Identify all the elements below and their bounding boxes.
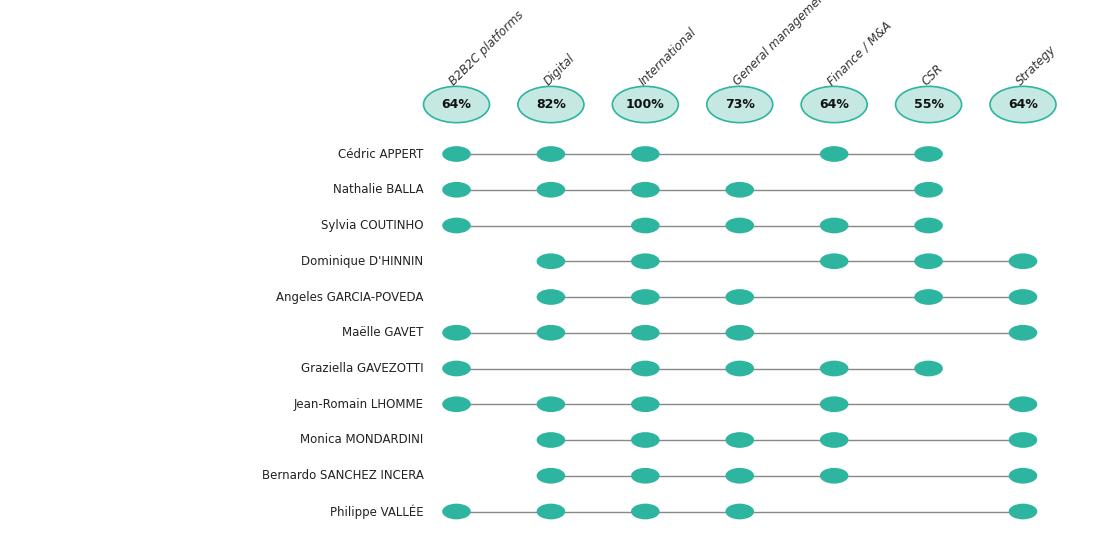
Text: General management: General management <box>730 0 832 88</box>
Ellipse shape <box>914 182 943 197</box>
Ellipse shape <box>820 397 848 412</box>
Ellipse shape <box>726 361 755 376</box>
Ellipse shape <box>631 146 660 162</box>
Ellipse shape <box>895 86 961 123</box>
Ellipse shape <box>631 254 660 269</box>
Ellipse shape <box>914 289 943 305</box>
Text: Jean-Romain LHOMME: Jean-Romain LHOMME <box>294 398 424 411</box>
Ellipse shape <box>442 504 471 519</box>
Text: Sylvia COUTINHO: Sylvia COUTINHO <box>321 219 424 232</box>
Text: Philippe VALLÉE: Philippe VALLÉE <box>330 504 424 519</box>
Ellipse shape <box>820 468 848 483</box>
Ellipse shape <box>726 182 755 197</box>
Text: Graziella GAVEZOTTI: Graziella GAVEZOTTI <box>301 362 424 375</box>
Text: International: International <box>636 25 698 88</box>
Text: Monica MONDARDINI: Monica MONDARDINI <box>300 433 424 447</box>
Text: Cédric APPERT: Cédric APPERT <box>338 147 424 161</box>
Ellipse shape <box>518 86 584 123</box>
Text: Angeles GARCIA-POVEDA: Angeles GARCIA-POVEDA <box>276 290 424 304</box>
Ellipse shape <box>537 325 565 340</box>
Ellipse shape <box>1009 432 1037 448</box>
Ellipse shape <box>631 361 660 376</box>
Ellipse shape <box>631 182 660 197</box>
Ellipse shape <box>1009 397 1037 412</box>
Ellipse shape <box>537 146 565 162</box>
Ellipse shape <box>537 254 565 269</box>
Ellipse shape <box>1009 325 1037 340</box>
Text: CSR: CSR <box>920 62 946 88</box>
Text: Bernardo SANCHEZ INCERA: Bernardo SANCHEZ INCERA <box>262 469 424 482</box>
Text: 73%: 73% <box>725 98 755 111</box>
Text: Dominique D'HINNIN: Dominique D'HINNIN <box>301 255 424 268</box>
Ellipse shape <box>914 146 943 162</box>
Ellipse shape <box>631 325 660 340</box>
Text: 64%: 64% <box>820 98 849 111</box>
Ellipse shape <box>914 254 943 269</box>
Ellipse shape <box>820 361 848 376</box>
Ellipse shape <box>442 218 471 233</box>
Ellipse shape <box>537 182 565 197</box>
Text: B2B2C platforms: B2B2C platforms <box>448 8 527 88</box>
Ellipse shape <box>537 289 565 305</box>
Ellipse shape <box>537 397 565 412</box>
Ellipse shape <box>631 289 660 305</box>
Ellipse shape <box>707 86 773 123</box>
Ellipse shape <box>631 218 660 233</box>
Ellipse shape <box>537 432 565 448</box>
Ellipse shape <box>820 146 848 162</box>
Text: 82%: 82% <box>536 98 565 111</box>
Ellipse shape <box>726 468 755 483</box>
Ellipse shape <box>801 86 867 123</box>
Ellipse shape <box>442 325 471 340</box>
Ellipse shape <box>1009 254 1037 269</box>
Text: Nathalie BALLA: Nathalie BALLA <box>333 183 424 196</box>
Text: Strategy: Strategy <box>1014 43 1059 88</box>
Ellipse shape <box>820 254 848 269</box>
Ellipse shape <box>914 361 943 376</box>
Ellipse shape <box>631 397 660 412</box>
Ellipse shape <box>537 504 565 519</box>
Ellipse shape <box>442 397 471 412</box>
Ellipse shape <box>424 86 490 123</box>
Text: Digital: Digital <box>541 52 578 88</box>
Ellipse shape <box>1009 289 1037 305</box>
Ellipse shape <box>726 432 755 448</box>
Ellipse shape <box>442 182 471 197</box>
Ellipse shape <box>726 218 755 233</box>
Ellipse shape <box>631 468 660 483</box>
Ellipse shape <box>1009 468 1037 483</box>
Ellipse shape <box>820 218 848 233</box>
Text: 64%: 64% <box>441 98 472 111</box>
Ellipse shape <box>726 325 755 340</box>
Ellipse shape <box>631 504 660 519</box>
Ellipse shape <box>442 146 471 162</box>
Text: 55%: 55% <box>914 98 944 111</box>
Ellipse shape <box>990 86 1056 123</box>
Ellipse shape <box>1009 504 1037 519</box>
Text: Finance / M&A: Finance / M&A <box>825 19 894 88</box>
Ellipse shape <box>914 218 943 233</box>
Ellipse shape <box>442 361 471 376</box>
Text: 100%: 100% <box>626 98 664 111</box>
Ellipse shape <box>820 432 848 448</box>
Ellipse shape <box>726 289 755 305</box>
Text: 64%: 64% <box>1008 98 1038 111</box>
Ellipse shape <box>726 504 755 519</box>
Text: Maëlle GAVET: Maëlle GAVET <box>342 326 424 339</box>
Ellipse shape <box>631 432 660 448</box>
Ellipse shape <box>613 86 679 123</box>
Ellipse shape <box>537 468 565 483</box>
